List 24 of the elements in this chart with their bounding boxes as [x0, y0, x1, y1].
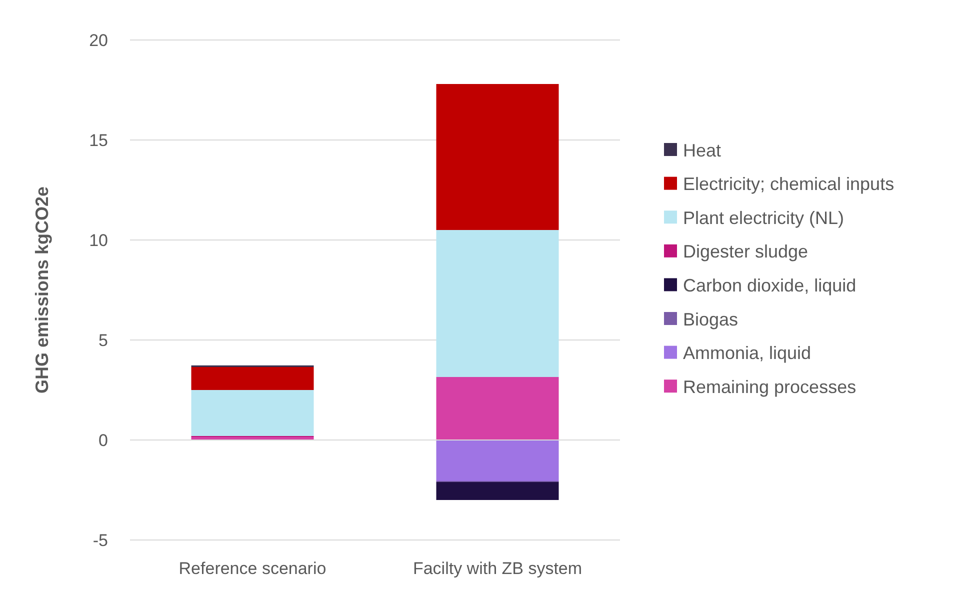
legend-label: Electricity; chemical inputs — [683, 174, 894, 194]
y-tick-label: 15 — [89, 130, 108, 150]
y-tick-label: 10 — [89, 230, 108, 250]
y-axis-title: GHG emissions kgCO2e — [32, 186, 52, 394]
y-tick-label: 5 — [98, 330, 108, 350]
legend-label: Remaining processes — [683, 376, 856, 397]
legend-label: Biogas — [683, 309, 738, 330]
x-tick-label: Reference scenario — [178, 559, 326, 578]
legend-label: Plant electricity (NL) — [683, 208, 844, 228]
y-tick-label: 0 — [98, 430, 108, 450]
y-tick-label: 20 — [89, 30, 108, 50]
bar — [436, 377, 559, 440]
legend-label: Ammonia, liquid — [683, 343, 812, 364]
legend-label: Carbon dioxide, liquid — [683, 276, 856, 296]
bar — [436, 440, 559, 481]
bar — [436, 230, 559, 377]
legend-label: Heat — [683, 140, 722, 160]
y-tick-label: -5 — [92, 530, 108, 550]
bar — [436, 84, 559, 230]
bar — [436, 482, 559, 500]
bar — [191, 390, 314, 436]
x-tick-label: Facilty with ZB system — [412, 559, 582, 578]
legend-label: Digester sludge — [683, 242, 808, 262]
bar — [191, 367, 314, 390]
